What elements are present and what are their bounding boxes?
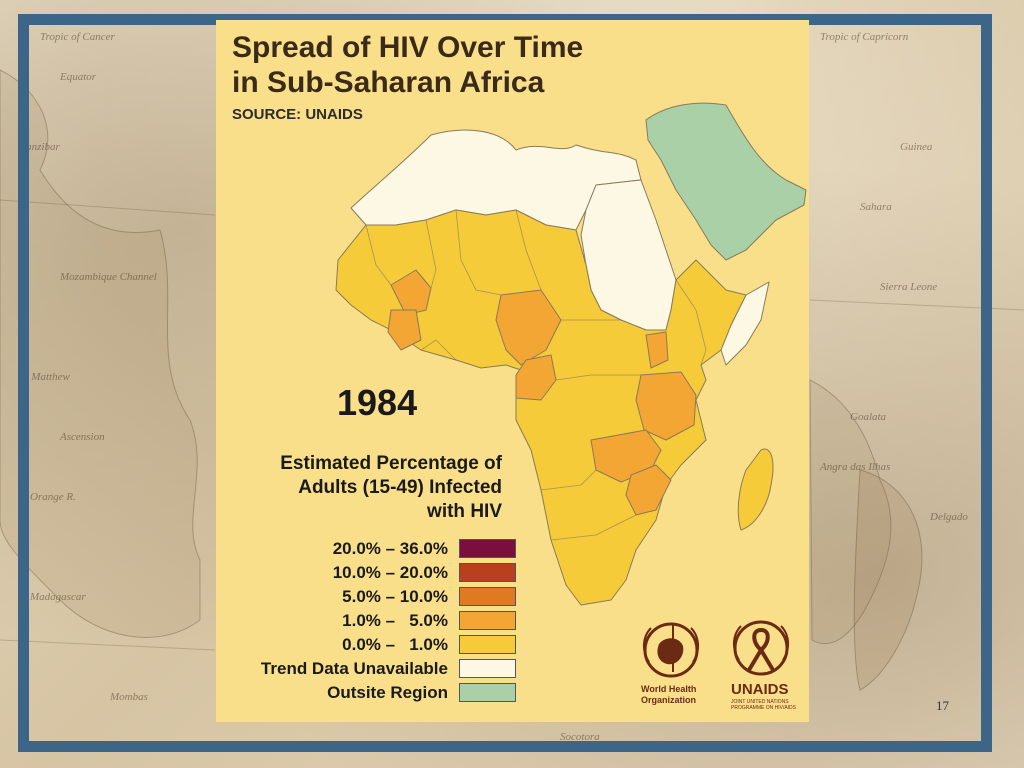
legend-swatch xyxy=(459,635,516,654)
legend-label: 0.0% – 1.0% xyxy=(342,635,448,654)
unaids-subtitle: JOINT UNITED NATIONS PROGRAMME ON HIV/AI… xyxy=(731,699,797,711)
bg-map-label: Tropic of Cancer xyxy=(40,31,115,43)
legend-label: 5.0% – 10.0% xyxy=(342,587,448,606)
region-tanzania-mid xyxy=(635,371,697,441)
region-ivory-coast-mid xyxy=(387,309,422,351)
bg-map-label: Delgado xyxy=(929,511,968,523)
legend-item: 5.0% – 10.0% xyxy=(216,586,516,608)
who-line-1: World Health xyxy=(641,684,697,694)
bg-map-label: Sahara xyxy=(860,201,892,213)
bg-map-label: Mombas xyxy=(109,691,148,703)
unaids-logo-text: UNAIDS xyxy=(731,681,789,698)
legend-item: 10.0% – 20.0% xyxy=(216,562,516,584)
year-label: 1984 xyxy=(337,382,418,423)
legend-item: 0.0% – 1.0% xyxy=(216,634,516,656)
map-title: Spread of HIV Over Time in Sub-Saharan A… xyxy=(232,30,583,100)
legend-title-line-3: with HIV xyxy=(427,501,502,522)
title-line-1: Spread of HIV Over Time xyxy=(232,31,584,64)
bg-map-label: Mozambique Channel xyxy=(59,271,157,283)
region-cameroon-car-mid xyxy=(495,289,562,366)
bg-map-label: Madagascar xyxy=(29,591,86,603)
region-madagascar xyxy=(737,448,774,531)
legend-item: Trend Data Unavailable xyxy=(216,658,516,680)
legend-label: 20.0% – 36.0% xyxy=(332,539,448,558)
africa-map xyxy=(335,102,807,678)
legend-item: 1.0% – 5.0% xyxy=(216,610,516,632)
legend-swatch xyxy=(459,659,516,678)
title-line-2: in Sub-Saharan Africa xyxy=(232,66,545,99)
legend-title-line-2: Adults (15-49) Infected xyxy=(298,477,502,498)
legend-swatch xyxy=(459,611,516,630)
legend-label: Trend Data Unavailable xyxy=(260,659,448,678)
region-mozambique-mid xyxy=(625,464,672,516)
page-number: 17 xyxy=(936,698,949,713)
bg-map-label: Guinea xyxy=(900,141,933,153)
who-line-2: Organization xyxy=(641,695,697,705)
legend-label: 10.0% – 20.0% xyxy=(332,563,448,582)
bg-map-label: Ascension xyxy=(59,431,105,443)
legend-item: 20.0% – 36.0% xyxy=(216,538,516,560)
legend-swatch xyxy=(459,587,516,606)
bg-map-label: Socotora xyxy=(560,731,600,743)
source-label: SOURCE: UNAIDS xyxy=(232,106,363,123)
legend-swatch xyxy=(459,563,516,582)
region-arabia-outside xyxy=(645,102,807,261)
who-logo-text: World Health Organization xyxy=(641,684,711,706)
bg-map-label: Sierra Leone xyxy=(880,281,937,293)
bg-map-label: Equator xyxy=(59,71,97,83)
bg-map-label: St Matthew xyxy=(20,371,70,383)
legend-label: Outsite Region xyxy=(327,683,448,702)
bg-map-label: Zanzibar xyxy=(20,141,60,153)
legend-label: 1.0% – 5.0% xyxy=(342,611,448,630)
legend-swatch xyxy=(459,539,516,558)
map-panel: Spread of HIV Over Time in Sub-Saharan A… xyxy=(216,20,809,722)
slide-frame xyxy=(18,14,992,752)
who-logo-icon xyxy=(643,622,699,678)
region-congo-mid xyxy=(515,354,557,401)
unaids-ribbon-icon xyxy=(733,620,789,676)
legend-title: Estimated Percentage of Adults (15-49) I… xyxy=(262,452,502,524)
bg-map-label: Orange R. xyxy=(30,491,76,503)
legend-item: Outsite Region xyxy=(216,682,516,704)
legend-title-line-1: Estimated Percentage of xyxy=(280,453,502,474)
legend-swatch xyxy=(459,683,516,702)
bg-map-label: Angra das Ilhas xyxy=(819,461,890,473)
bg-map-label: Tropic of Capricorn xyxy=(820,31,909,43)
region-uganda-mid xyxy=(645,331,669,369)
bg-map-label: Goalata xyxy=(850,411,887,423)
